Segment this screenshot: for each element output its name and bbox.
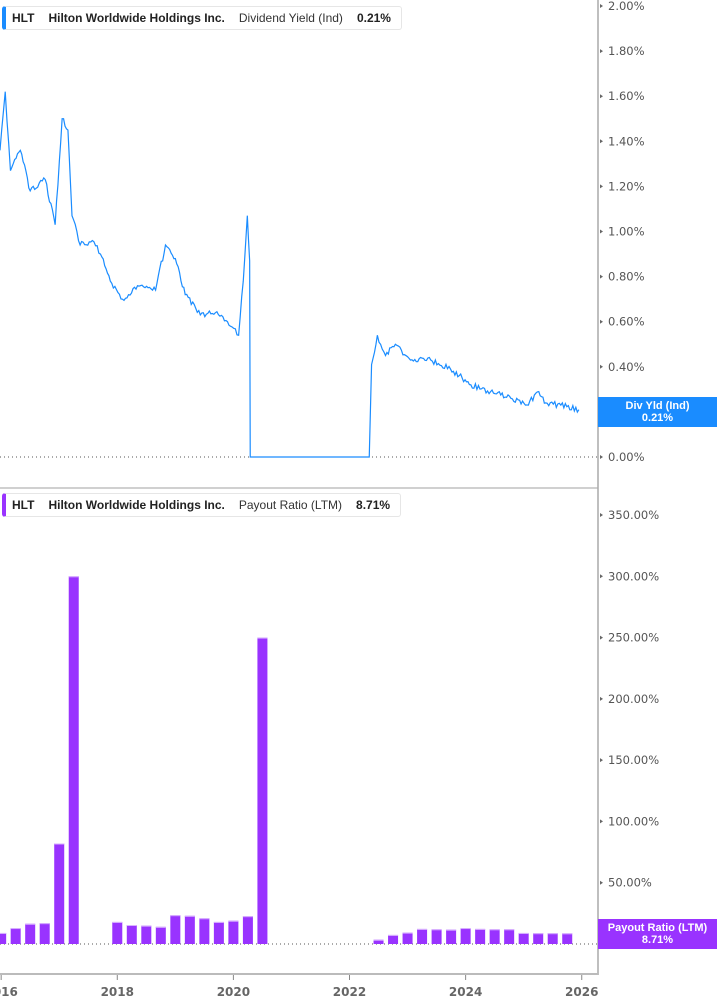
y-tick-mark bbox=[600, 319, 603, 324]
y-tick-mark bbox=[600, 696, 603, 701]
current-payout-tag: Payout Ratio (LTM) 8.71% bbox=[598, 919, 717, 949]
y-tick-mark bbox=[600, 455, 603, 459]
legend-company: Hilton Worldwide Holdings Inc. bbox=[48, 498, 225, 512]
bottom-legend: HLT Hilton Worldwide Holdings Inc. Payou… bbox=[2, 493, 402, 517]
payout-bar bbox=[475, 928, 486, 944]
legend-ticker: HLT bbox=[12, 498, 35, 512]
legend-metric: Dividend Yield (Ind) bbox=[238, 11, 343, 25]
legend-value: 8.71% bbox=[356, 498, 391, 512]
tag-label: Div Yld (Ind) bbox=[625, 400, 690, 412]
payout-bar bbox=[518, 932, 529, 944]
y-tick-label: 300.00% bbox=[608, 569, 659, 583]
y-tick-mark bbox=[600, 229, 603, 234]
payout-bar bbox=[10, 928, 21, 944]
y-tick-label: 200.00% bbox=[608, 692, 659, 706]
payout-bar bbox=[547, 933, 558, 944]
payout-bar bbox=[446, 929, 457, 944]
y-tick-label: 0.60% bbox=[608, 315, 645, 329]
yield-line bbox=[0, 91, 580, 458]
y-tick-label: 0.00% bbox=[608, 450, 645, 464]
payout-bar bbox=[373, 939, 384, 944]
payout-bar bbox=[126, 925, 137, 944]
y-tick-mark bbox=[600, 139, 603, 144]
x-tick-label: 2020 bbox=[217, 985, 250, 999]
y-tick-mark bbox=[600, 184, 603, 189]
x-tick-label: 2022 bbox=[333, 985, 366, 999]
y-tick-mark bbox=[600, 94, 603, 99]
payout-bar bbox=[112, 921, 123, 944]
payout-bar bbox=[141, 925, 152, 944]
x-tick-label: 2018 bbox=[101, 985, 134, 999]
y-tick-mark bbox=[600, 880, 603, 885]
y-tick-label: 2.00% bbox=[608, 0, 645, 13]
payout-bar bbox=[0, 932, 7, 944]
legend-ticker: HLT bbox=[12, 11, 35, 25]
y-tick-label: 150.00% bbox=[608, 753, 659, 767]
payout-bar bbox=[533, 933, 544, 944]
payout-bar bbox=[417, 928, 428, 944]
payout-bar bbox=[54, 843, 65, 944]
payout-bar bbox=[504, 929, 515, 944]
payout-bar bbox=[431, 929, 442, 944]
payout-bar bbox=[184, 915, 195, 944]
top-legend: HLT Hilton Worldwide Holdings Inc. Divid… bbox=[2, 6, 402, 30]
payout-bar bbox=[228, 920, 239, 944]
payout-bar bbox=[199, 918, 210, 944]
payout-bar bbox=[213, 921, 224, 944]
y-tick-label: 350.00% bbox=[608, 508, 659, 522]
y-tick-mark bbox=[600, 274, 603, 279]
payout-bar bbox=[257, 637, 268, 944]
y-tick-mark bbox=[600, 364, 603, 369]
legend-value: 0.21% bbox=[356, 11, 391, 25]
current-yield-tag: Div Yld (Ind) 0.21% bbox=[598, 397, 717, 427]
x-tick-label: 2024 bbox=[449, 985, 482, 999]
y-tick-label: 100.00% bbox=[608, 814, 659, 828]
y-tick-mark bbox=[600, 513, 603, 517]
y-tick-mark bbox=[600, 49, 603, 54]
y-tick-label: 1.40% bbox=[608, 134, 645, 148]
tag-label: Payout Ratio (LTM) bbox=[607, 922, 708, 934]
y-tick-mark bbox=[600, 574, 603, 579]
payout-bar bbox=[388, 934, 399, 944]
x-tick-label: 2026 bbox=[565, 985, 598, 999]
payout-bar bbox=[155, 926, 166, 944]
y-tick-label: 250.00% bbox=[608, 631, 659, 645]
x-tick-label: 2016 bbox=[0, 985, 18, 999]
y-tick-label: 0.80% bbox=[608, 270, 645, 284]
payout-bar bbox=[39, 923, 50, 944]
tag-value: 0.21% bbox=[641, 412, 674, 424]
payout-bar bbox=[562, 933, 573, 944]
y-tick-label: 1.60% bbox=[608, 89, 645, 103]
y-tick-label: 50.00% bbox=[608, 876, 652, 890]
y-tick-mark bbox=[600, 635, 603, 640]
legend-metric: Payout Ratio (LTM) bbox=[238, 498, 343, 512]
payout-bar bbox=[489, 929, 500, 944]
y-tick-label: 1.80% bbox=[608, 44, 645, 58]
payout-bar bbox=[170, 915, 181, 944]
y-tick-label: 1.00% bbox=[608, 225, 645, 239]
y-tick-mark bbox=[600, 4, 603, 8]
y-tick-mark bbox=[600, 819, 603, 824]
payout-bar bbox=[68, 576, 79, 944]
y-tick-label: 0.40% bbox=[608, 360, 645, 374]
payout-bar bbox=[402, 932, 413, 944]
tag-value: 8.71% bbox=[641, 934, 674, 946]
payout-bar bbox=[460, 928, 471, 944]
legend-company: Hilton Worldwide Holdings Inc. bbox=[48, 11, 225, 25]
payout-bar bbox=[242, 916, 253, 944]
y-tick-mark bbox=[600, 758, 603, 763]
payout-bar bbox=[25, 923, 36, 944]
y-tick-label: 1.20% bbox=[608, 179, 645, 193]
